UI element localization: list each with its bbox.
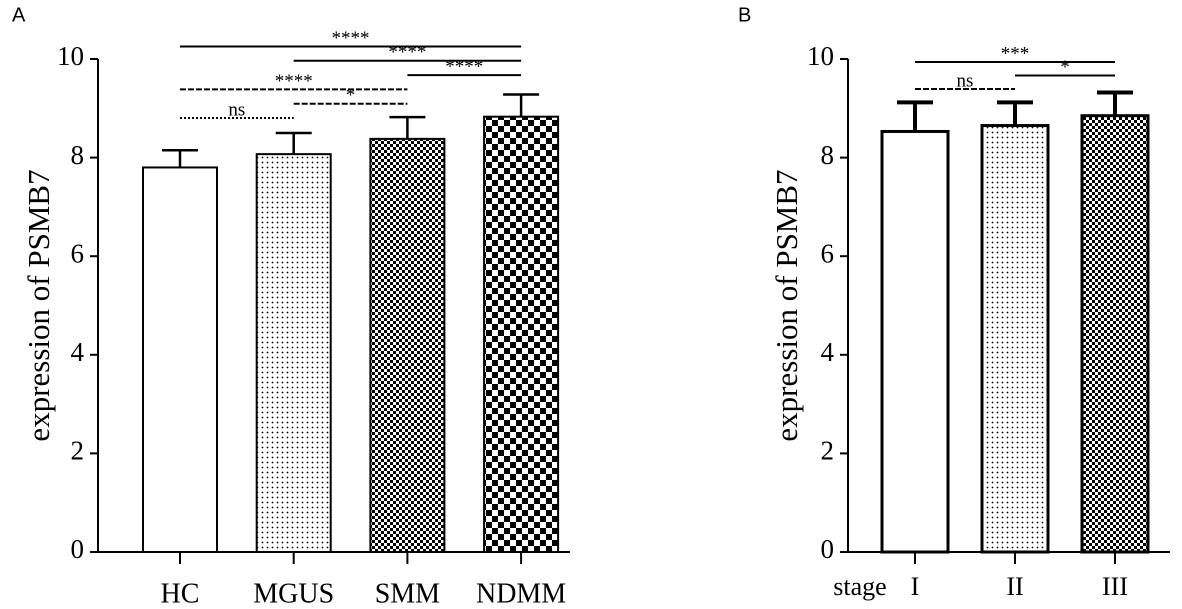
x-tick-label: HC — [161, 578, 200, 609]
y-tick-label: 0 — [821, 534, 835, 564]
bar — [142, 166, 218, 554]
significance-label: *** — [1001, 43, 1030, 64]
x-tick-label: SMM — [375, 578, 440, 609]
y-tick-label: 10 — [807, 41, 834, 71]
y-tick-label: 0 — [71, 534, 85, 564]
y-axis-label: expression of PSMB7 — [21, 169, 56, 441]
y-tick-label: 8 — [71, 140, 85, 170]
x-axis-label: stage — [833, 572, 886, 601]
y-tick-label: 2 — [821, 436, 835, 466]
bar — [980, 124, 1050, 554]
significance-label: ns — [957, 70, 974, 91]
y-tick-label: 8 — [821, 140, 835, 170]
significance-label: * — [346, 85, 356, 106]
significance-label: ns — [228, 99, 245, 120]
x-tick-label: II — [1006, 572, 1023, 601]
significance-label: **** — [332, 28, 370, 49]
y-tick-label: 6 — [71, 238, 85, 268]
y-axis-label: expression of PSMB7 — [769, 169, 804, 441]
bar — [255, 153, 332, 554]
y-tick-label: 2 — [71, 436, 85, 466]
panel-label: B — [738, 4, 751, 26]
y-tick-label: 4 — [821, 337, 835, 367]
significance-label: **** — [275, 71, 313, 92]
significance-label: * — [1060, 57, 1070, 78]
significance-label: **** — [445, 56, 483, 77]
bar — [483, 115, 560, 553]
y-tick-label: 10 — [57, 41, 84, 71]
panel-label: A — [12, 4, 26, 26]
x-tick-label: NDMM — [476, 578, 566, 609]
bar — [1080, 114, 1150, 554]
x-tick-label: III — [1102, 572, 1128, 601]
bar — [880, 129, 950, 554]
bar — [369, 137, 446, 553]
y-tick-label: 4 — [71, 337, 85, 367]
y-tick-label: 6 — [821, 238, 835, 268]
x-tick-label: MGUS — [253, 578, 334, 609]
x-tick-label: I — [911, 572, 920, 601]
significance-label: **** — [388, 42, 426, 63]
